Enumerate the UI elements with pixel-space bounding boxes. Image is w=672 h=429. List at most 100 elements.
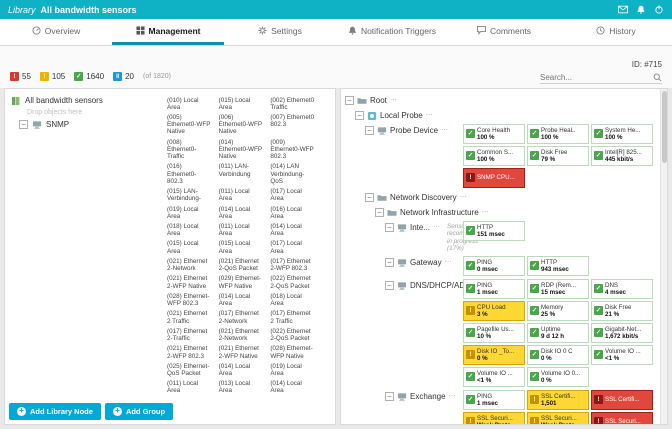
library-item[interactable]: (011) Local Area	[218, 188, 250, 203]
context-menu-icon[interactable]: ⋯	[459, 193, 467, 201]
tree-label[interactable]: Network Discovery	[390, 192, 457, 202]
library-item[interactable]: (016) Ethernet0-802.3	[167, 163, 197, 185]
sensor-chip[interactable]: ✓ Disk Free 21 %	[591, 300, 653, 321]
context-menu-icon[interactable]: ⋯	[448, 392, 456, 400]
library-item[interactable]: (006) Ethernet0-WFP Native	[218, 113, 262, 136]
context-menu-icon[interactable]: ⋯	[441, 126, 449, 134]
library-item[interactable]: (021) Ethernet 2-Network	[218, 327, 259, 343]
context-menu-icon[interactable]: ⋯	[444, 258, 452, 266]
add-library-node-button[interactable]: + Add Library Node	[9, 403, 101, 420]
library-item[interactable]: (022) Ethernet 2-QoS Packet	[270, 275, 311, 290]
context-menu-icon[interactable]: ⋯	[481, 208, 489, 216]
library-item[interactable]: (009) Ethernet0-WFP 802.3	[270, 138, 314, 161]
sensor-chip[interactable]: ✓ Volume IO ... <1 %	[591, 344, 653, 365]
library-item[interactable]: (014) Ethernet0-WFP Native	[218, 138, 262, 161]
library-item[interactable]: (018) Local Area	[270, 292, 302, 308]
library-item[interactable]: (021) Ethernet 2-WFP Native	[167, 275, 208, 290]
expander-icon[interactable]: −	[365, 192, 374, 202]
sensor-chip[interactable]: ✓ PING 1 msec	[463, 389, 525, 410]
library-item[interactable]: (017) Local Area	[270, 240, 302, 255]
library-item[interactable]: (019) Local Area	[167, 205, 199, 220]
sensor-chip[interactable]: ✓ Volume IO ... <1 %	[463, 366, 525, 387]
library-root-row[interactable]: All bandwidth sensors	[11, 94, 329, 107]
sensor-chip[interactable]: ! SSL Certifi... 1,501	[527, 389, 589, 410]
library-item[interactable]: (021) Ethernet 2 Traffic	[167, 310, 208, 325]
sensor-chip[interactable]: ✓ Intel[R] 825... 445 kbit/s	[591, 145, 653, 166]
sensor-chip[interactable]: ✓ System He... 100 %	[591, 123, 653, 144]
library-item[interactable]: (015) Local Area	[218, 240, 251, 255]
sensor-chip[interactable]: ✓ RDP (Rem... 15 msec	[527, 278, 589, 299]
expander-icon[interactable]: −	[365, 125, 374, 135]
tree-label[interactable]: DNS/DHCP/ADS	[410, 280, 471, 290]
library-item[interactable]: (028) Ethernet-WFP 802.3	[167, 292, 210, 308]
library-item[interactable]: (011) LAN-Verbindung	[218, 163, 251, 178]
sensor-count-down[interactable]: ! 55	[10, 72, 31, 81]
library-item[interactable]: (029) Ethernet-WFP Native	[218, 275, 262, 290]
search-input[interactable]	[540, 73, 653, 82]
expander-icon[interactable]: −	[345, 95, 354, 105]
sensor-count-paused[interactable]: ‖ 20	[113, 72, 134, 81]
sensor-chip[interactable]: ✓ HTTP 151 msec	[463, 220, 525, 241]
sensor-chip[interactable]: ! SSL Securi...	[591, 411, 653, 424]
library-item[interactable]: (021) Ethernet 2-Network	[167, 257, 208, 273]
expander-icon[interactable]: −	[355, 110, 364, 120]
library-item[interactable]: (014) LAN Verbindung-QoS	[270, 163, 305, 185]
library-item[interactable]: (014) Local Area	[218, 292, 251, 308]
library-item[interactable]: (015) Local Area	[167, 240, 199, 255]
expander-icon[interactable]: −	[385, 280, 394, 290]
library-item[interactable]: (021) Ethernet 2-WFP Native	[218, 345, 259, 360]
sensor-chip[interactable]: ! Disk IO _To... 0 %	[463, 344, 525, 365]
tab-management[interactable]: Management	[112, 19, 224, 45]
library-item[interactable]: (022) Ethernet 2-QoS Packet	[270, 327, 311, 343]
library-item[interactable]: (019) Local Area	[270, 362, 302, 377]
library-item[interactable]: (025) Ethernet-QoS Packet	[167, 362, 210, 377]
tree-label[interactable]: Root	[370, 95, 387, 105]
sensor-chip[interactable]: ✓ Uptime 9 d 12 h	[527, 322, 589, 343]
sensor-chip[interactable]: ✓ PING 1 msec	[463, 278, 525, 299]
tree-label[interactable]: Local Probe	[380, 110, 423, 120]
library-item[interactable]: (017) Ethernet 2-Traffic	[167, 327, 208, 343]
library-item[interactable]: (002) Ethernet0 Traffic	[270, 96, 315, 111]
context-menu-icon[interactable]: ⋯	[389, 96, 397, 104]
tab-notification-triggers[interactable]: Notification Triggers	[336, 19, 448, 45]
expander-icon[interactable]: −	[385, 391, 394, 401]
sensor-chip[interactable]: ! SSL Certifi...	[591, 389, 653, 410]
sensor-chip[interactable]: ✓ PING 0 msec	[463, 255, 525, 276]
tab-comments[interactable]: Comments	[448, 19, 560, 45]
library-item[interactable]: (021) Ethernet 2-WFP 802.3	[167, 345, 208, 360]
sensor-chip[interactable]: !SSL Securi...Weak Proto...	[527, 411, 589, 424]
sensor-chip[interactable]: ✓ Memory 25 %	[527, 300, 589, 321]
library-item[interactable]: (017) Ethernet 2 Traffic	[270, 310, 311, 325]
library-item[interactable]: (014) Local Area	[270, 380, 302, 395]
sensor-chip[interactable]: ✓ HTTP 943 msec	[527, 255, 589, 276]
expander-icon[interactable]: −	[385, 222, 394, 232]
library-item[interactable]: (017) Ethernet 2-Network	[218, 310, 259, 325]
search-icon[interactable]	[653, 73, 662, 82]
tree-label[interactable]: Exchange	[410, 391, 446, 401]
logout-icon[interactable]	[654, 5, 664, 14]
expander-icon[interactable]: −	[385, 257, 394, 267]
scrollbar-thumb[interactable]	[662, 91, 667, 163]
library-item[interactable]: (014) Local Area	[218, 205, 251, 220]
scrollbar[interactable]	[660, 89, 667, 424]
sensor-chip[interactable]: ✓ Probe Heal.. 100 %	[527, 123, 589, 144]
library-node-snmp[interactable]: − SNMP	[11, 118, 329, 131]
library-item[interactable]: (010) Local Area	[167, 96, 199, 111]
library-item[interactable]: (013) Local Area	[218, 380, 251, 395]
library-item[interactable]: (007) Ethernet0 802.3	[270, 113, 315, 129]
sensor-chip[interactable]: ✓ Common S... 100 %	[463, 145, 525, 166]
notifications-icon[interactable]	[636, 5, 646, 14]
sensor-chip[interactable]: ! CPU Load 3 %	[463, 300, 525, 321]
context-menu-icon[interactable]: ⋯	[425, 111, 433, 119]
context-menu-icon[interactable]: ⋯	[433, 223, 441, 231]
tree-label[interactable]: Probe Device	[390, 125, 439, 135]
library-item[interactable]: (017) Local Area	[270, 188, 302, 203]
sensor-chip[interactable]: ✓ Volume IO 0... 0 %	[527, 366, 589, 387]
sensor-chip[interactable]: !SSL Securi...Weak Proto...	[463, 411, 525, 424]
add-group-button[interactable]: + Add Group	[104, 403, 174, 420]
sensor-chip[interactable]: ✓ DNS 4 msec	[591, 278, 653, 299]
library-item[interactable]: (014) Local Area	[218, 362, 251, 377]
mail-icon[interactable]	[618, 5, 628, 14]
sensor-chip[interactable]: ✓ Pagefile Us... 10 %	[463, 322, 525, 343]
